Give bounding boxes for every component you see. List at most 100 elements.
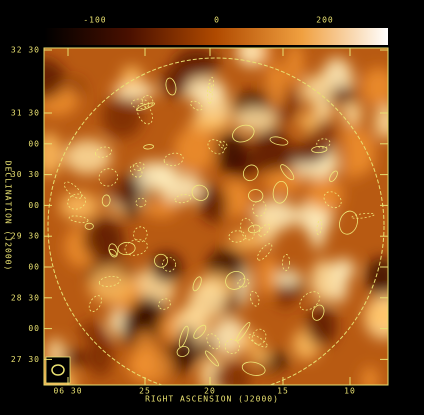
blob <box>135 161 165 191</box>
contour <box>68 215 89 223</box>
contour <box>165 77 177 96</box>
y-tick-label: 30 30 <box>11 170 40 179</box>
blob <box>300 75 336 105</box>
contour <box>207 82 213 104</box>
contour <box>163 152 184 167</box>
contour <box>176 346 190 357</box>
y-tick-label: 32 30 <box>11 46 40 55</box>
contour <box>133 226 148 243</box>
contour <box>240 217 255 241</box>
contour <box>280 164 295 181</box>
x-tick-label: 20 <box>204 387 216 396</box>
contour <box>241 361 266 376</box>
contour <box>243 164 259 182</box>
contour <box>329 170 338 182</box>
blob <box>174 127 216 173</box>
y-tick-label: 31 30 <box>11 109 40 118</box>
y-tick-label: 00 <box>28 139 40 148</box>
contour <box>190 100 203 111</box>
contour <box>249 290 260 307</box>
blob <box>259 211 277 246</box>
contour <box>311 304 325 321</box>
contour <box>129 164 143 178</box>
blob <box>273 270 303 287</box>
contour <box>135 102 156 111</box>
blob <box>236 48 265 67</box>
x-tick-label: 25 <box>139 387 151 396</box>
contours <box>63 76 375 376</box>
x-axis-label: RIGHT ASCENSION (J2000) <box>145 395 279 404</box>
blob <box>342 102 363 126</box>
contour <box>232 124 255 143</box>
contour <box>191 184 209 201</box>
ticks: -100 0 200 06 30 25 20 15 10 32 30 31 30 00 30 30 00… <box>11 16 388 396</box>
contour <box>351 212 375 219</box>
beam-box <box>45 356 71 384</box>
y-tick-label: 27 30 <box>11 355 40 364</box>
blob <box>183 77 227 103</box>
beam <box>51 364 65 376</box>
blob <box>173 48 220 78</box>
contour <box>218 140 228 149</box>
contour <box>124 239 148 256</box>
blob <box>298 112 320 132</box>
blob <box>178 326 197 368</box>
contour <box>143 144 155 150</box>
colorbar-tick-label: 0 <box>214 16 220 25</box>
y-tick-label: 29 30 <box>11 232 40 241</box>
colorbar <box>44 28 388 45</box>
y-axis-label: DECLINATION (J2000) <box>4 161 13 272</box>
blob <box>44 58 66 100</box>
contour <box>269 136 289 146</box>
contour <box>193 324 207 339</box>
blob <box>188 280 227 319</box>
x-tick-label: 15 <box>277 387 289 396</box>
contour <box>154 253 168 268</box>
blob <box>121 66 143 86</box>
blob <box>257 254 279 296</box>
blob <box>235 332 262 349</box>
contour <box>208 76 214 93</box>
blob <box>233 106 278 132</box>
y-tick-label: 00 <box>28 324 40 333</box>
contour <box>225 270 246 290</box>
contour <box>98 168 119 187</box>
x-tick-label: 10 <box>344 387 356 396</box>
blob <box>133 330 157 378</box>
blob <box>306 306 337 346</box>
blob <box>64 139 112 175</box>
contour <box>251 328 267 345</box>
blob <box>342 122 361 152</box>
frame <box>43 47 389 386</box>
contour <box>257 243 273 261</box>
contour <box>95 146 112 158</box>
colorbar-tick-label: 200 <box>316 16 333 25</box>
blob <box>59 192 99 221</box>
primary-beam-circle <box>47 57 385 385</box>
contour <box>135 197 147 208</box>
contour <box>158 298 171 310</box>
contour <box>237 278 250 288</box>
contour <box>98 275 121 287</box>
blob <box>101 94 143 139</box>
blob <box>331 258 356 280</box>
colorbar-tick-label: -100 <box>83 16 106 25</box>
y-tick-label: 28 30 <box>11 293 40 302</box>
contour <box>272 180 289 204</box>
contour <box>299 291 321 311</box>
contour <box>316 138 331 149</box>
blob <box>265 61 287 110</box>
blob <box>145 199 178 218</box>
contour <box>174 194 192 204</box>
blob <box>115 82 156 100</box>
blob <box>249 347 272 366</box>
contour <box>316 219 323 236</box>
blob <box>199 184 228 223</box>
blob <box>288 143 329 164</box>
contour <box>236 321 251 342</box>
blob <box>286 48 304 86</box>
image <box>44 48 388 385</box>
blob <box>215 132 247 174</box>
y-tick-label: 00 <box>28 201 40 210</box>
contour <box>247 224 261 234</box>
